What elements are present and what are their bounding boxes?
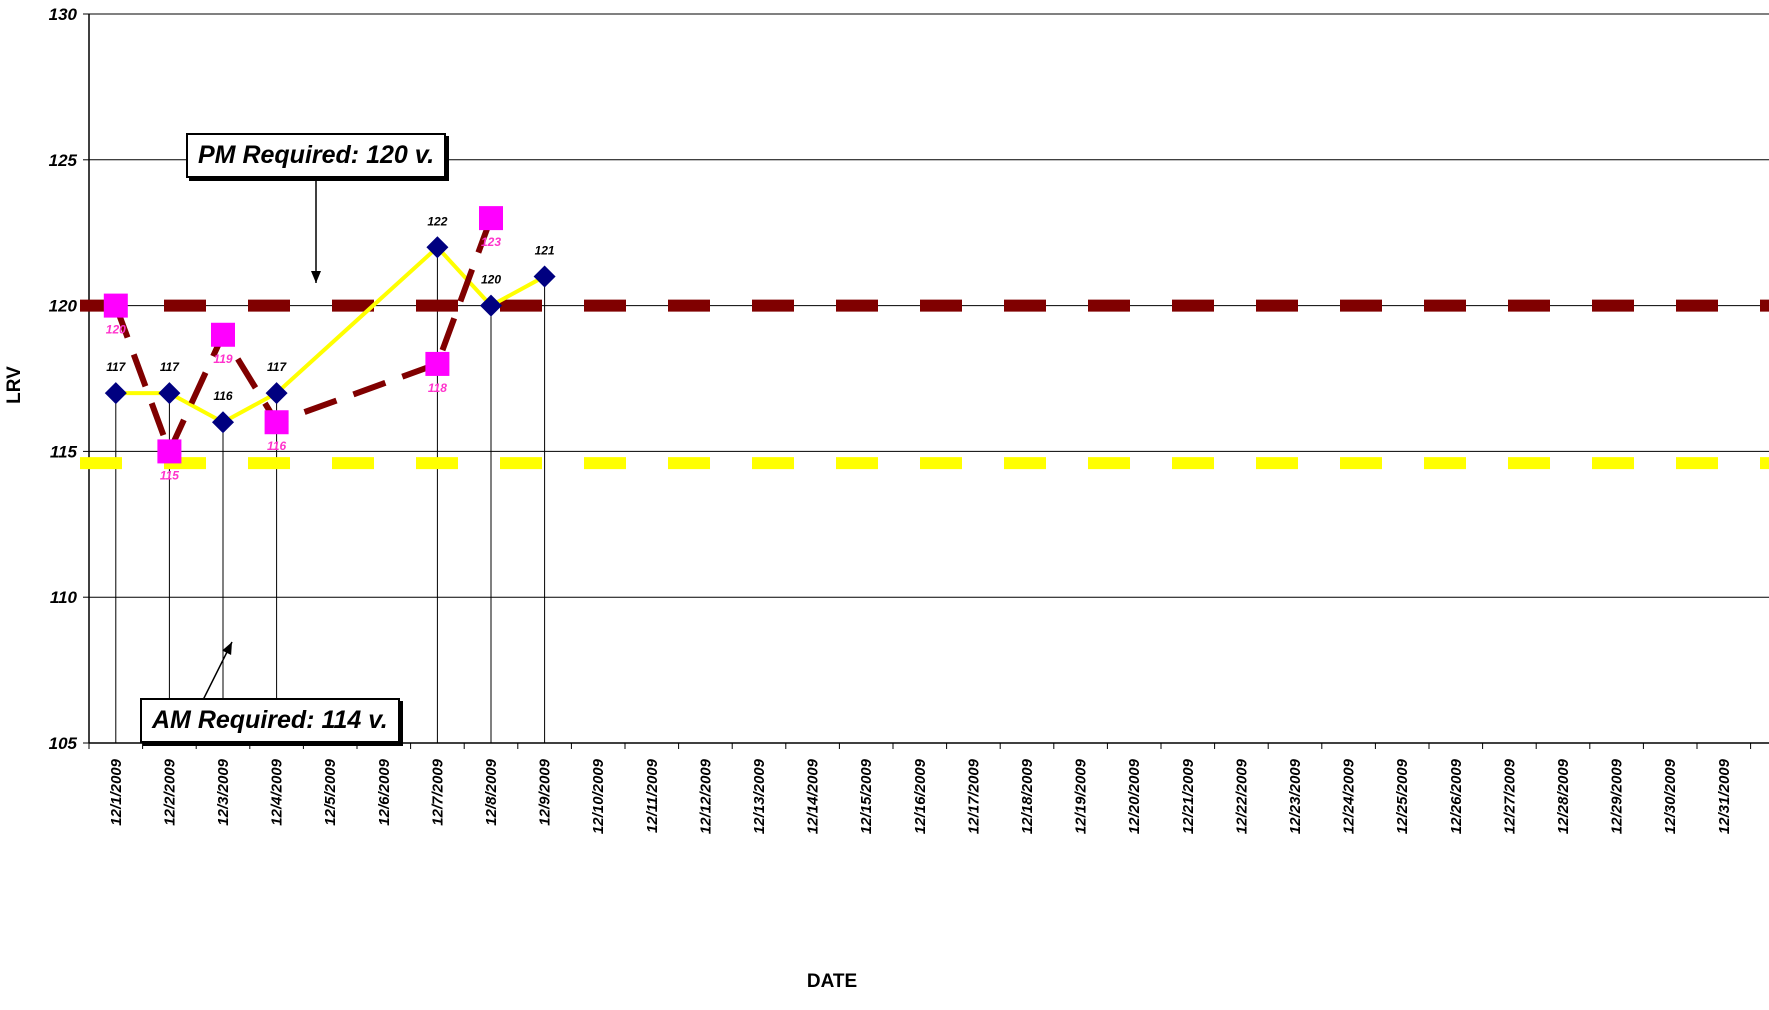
y-tick-label: 130: [49, 5, 78, 24]
x-tick-label: 12/26/2009: [1448, 758, 1465, 834]
pm-callout-arrow-head: [311, 271, 321, 283]
am-point: [265, 382, 288, 405]
am-point: [480, 294, 502, 317]
am-data-label: 117: [267, 360, 287, 374]
x-tick-label: 12/17/2009: [965, 758, 982, 834]
am-data-label: 117: [106, 360, 126, 374]
x-tick-label: 12/6/2009: [376, 758, 393, 825]
x-tick-label: 12/20/2009: [1126, 758, 1143, 834]
y-tick-label: 105: [49, 734, 78, 753]
x-tick-label: 12/29/2009: [1609, 758, 1626, 834]
x-tick-label: 12/23/2009: [1287, 758, 1304, 834]
x-tick-label: 12/9/2009: [537, 758, 554, 825]
x-tick-label: 12/15/2009: [858, 758, 875, 834]
x-tick-label: 12/2/2009: [161, 758, 178, 825]
am-data-label: 121: [535, 243, 555, 257]
x-tick-label: 12/10/2009: [590, 758, 607, 834]
x-tick-label: 12/30/2009: [1662, 758, 1679, 834]
x-tick-label: 12/14/2009: [805, 758, 822, 834]
am-data-label: 117: [160, 360, 180, 374]
x-tick-label: 12/22/2009: [1233, 758, 1250, 834]
y-tick-label: 110: [50, 588, 78, 607]
x-tick-label: 12/4/2009: [269, 758, 286, 825]
pm-data-label: 119: [213, 352, 232, 366]
x-tick-label: 12/27/2009: [1501, 758, 1518, 834]
pm-point: [479, 206, 503, 231]
x-tick-label: 12/1/2009: [108, 758, 125, 825]
x-tick-label: 12/8/2009: [483, 758, 500, 825]
x-tick-label: 12/13/2009: [751, 758, 768, 834]
x-tick-label: 12/16/2009: [912, 758, 929, 834]
pm-point: [103, 293, 128, 318]
am-point: [104, 382, 127, 405]
am-point: [533, 265, 556, 288]
y-tick-label: 120: [49, 297, 78, 316]
am-point: [426, 236, 449, 259]
am-data-label: 116: [213, 389, 232, 403]
series-line-pm: [112, 217, 494, 460]
y-tick-label: 115: [50, 442, 78, 461]
x-tick-label: 12/31/2009: [1716, 758, 1733, 834]
pm-point: [211, 322, 235, 347]
pm-required-callout: PM Required: 120 v.: [186, 133, 447, 178]
x-tick-label: 12/7/2009: [429, 758, 446, 825]
x-tick-label: 12/19/2009: [1073, 758, 1090, 834]
am-required-callout: AM Required: 114 v.: [140, 698, 400, 743]
x-tick-label: 12/3/2009: [215, 758, 232, 825]
y-tick-label: 125: [49, 151, 78, 170]
x-tick-label: 12/21/2009: [1180, 758, 1197, 834]
y-axis-title: LRV: [4, 366, 25, 404]
pm-data-label: 120: [106, 323, 126, 337]
x-tick-label: 12/24/2009: [1341, 758, 1358, 834]
am-data-label: 122: [427, 214, 447, 228]
pm-data-label: 118: [428, 381, 447, 395]
pm-point: [157, 439, 182, 464]
x-tick-label: 12/18/2009: [1019, 758, 1036, 834]
pm-data-label: 123: [481, 235, 501, 249]
x-tick-label: 12/5/2009: [322, 758, 339, 825]
am-point: [158, 382, 181, 405]
am-callout-arrow-head: [222, 642, 232, 655]
x-tick-label: 12/12/2009: [697, 758, 714, 834]
pm-data-label: 115: [160, 468, 179, 482]
am-data-label: 120: [481, 273, 501, 287]
x-tick-label: 12/25/2009: [1394, 758, 1411, 834]
pm-point: [425, 351, 450, 376]
pm-data-label: 116: [267, 439, 286, 453]
x-tick-label: 12/11/2009: [644, 758, 661, 833]
x-axis-title: DATE: [807, 971, 857, 992]
x-tick-label: 12/28/2009: [1555, 758, 1572, 834]
am-point: [212, 411, 234, 434]
pm-point: [264, 410, 289, 435]
